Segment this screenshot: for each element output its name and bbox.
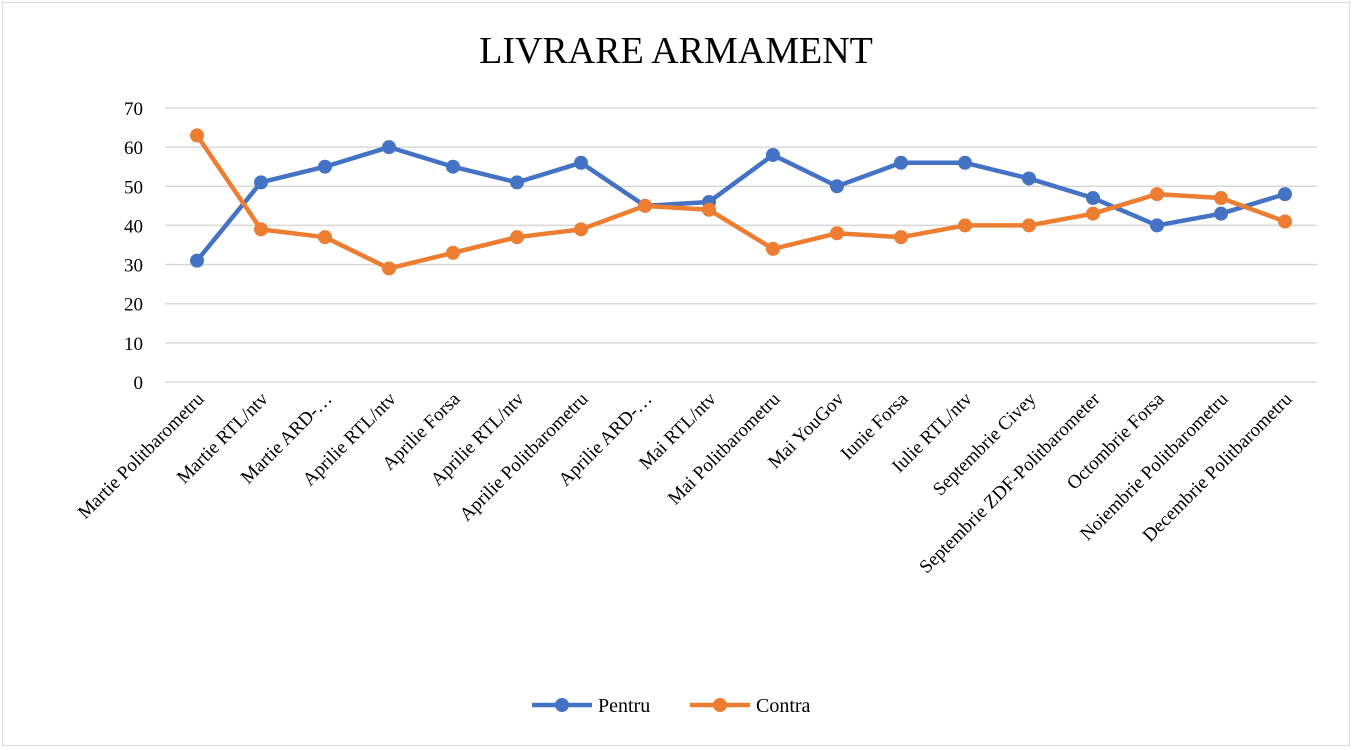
y-tick-label: 60 xyxy=(124,138,143,159)
data-point xyxy=(254,222,268,237)
data-point xyxy=(958,218,972,233)
data-point xyxy=(702,202,716,217)
chart-title: LIVRARE ARMAMENT xyxy=(479,30,873,72)
legend: Pentru Contra xyxy=(532,695,811,717)
data-point xyxy=(574,222,588,237)
data-point xyxy=(1022,218,1036,233)
series-contra xyxy=(190,128,1292,276)
data-point xyxy=(446,159,460,174)
data-point xyxy=(1278,187,1292,202)
legend-swatch-marker xyxy=(555,698,569,712)
y-tick-label: 70 xyxy=(124,99,143,120)
data-point xyxy=(382,140,396,155)
data-point xyxy=(766,147,780,162)
data-point xyxy=(254,175,268,190)
y-tick-label: 20 xyxy=(124,295,143,316)
data-point xyxy=(318,230,332,245)
data-point xyxy=(318,159,332,174)
series-layer xyxy=(190,128,1292,276)
data-point xyxy=(1150,218,1164,233)
y-tick-label: 30 xyxy=(124,256,143,277)
data-point xyxy=(958,155,972,170)
x-tick-label: Martie Politbarometru xyxy=(74,388,209,523)
data-point xyxy=(894,155,908,170)
data-point xyxy=(1086,206,1100,221)
data-point xyxy=(1278,214,1292,229)
data-point xyxy=(510,175,524,190)
legend-swatch-marker xyxy=(713,698,727,712)
y-tick-label: 0 xyxy=(134,373,144,394)
legend-item: Pentru xyxy=(532,695,650,717)
y-axis-ticks: 0 10 20 30 40 50 60 70 xyxy=(124,99,143,394)
data-point xyxy=(830,226,844,241)
y-tick-label: 10 xyxy=(124,334,143,355)
series-line xyxy=(194,144,1288,263)
data-point xyxy=(894,230,908,245)
gridlines xyxy=(165,107,1317,383)
data-point xyxy=(1214,191,1228,206)
legend-label: Pentru xyxy=(598,695,650,717)
data-point xyxy=(382,261,396,276)
series-line xyxy=(194,133,1288,271)
x-tick-label: Mai Politbarometru xyxy=(664,388,785,509)
data-point xyxy=(446,245,460,260)
legend-item: Contra xyxy=(690,695,811,717)
legend-label: Contra xyxy=(756,695,811,717)
data-point xyxy=(830,179,844,194)
data-point xyxy=(1022,171,1036,186)
data-point xyxy=(190,253,204,268)
data-point xyxy=(1214,206,1228,221)
data-point xyxy=(1086,191,1100,206)
data-point xyxy=(638,198,652,213)
y-tick-label: 40 xyxy=(124,216,143,237)
data-point xyxy=(1150,187,1164,202)
data-point xyxy=(766,241,780,256)
data-point xyxy=(190,128,204,143)
y-tick-label: 50 xyxy=(124,177,143,198)
data-point xyxy=(574,155,588,170)
data-point xyxy=(510,230,524,245)
